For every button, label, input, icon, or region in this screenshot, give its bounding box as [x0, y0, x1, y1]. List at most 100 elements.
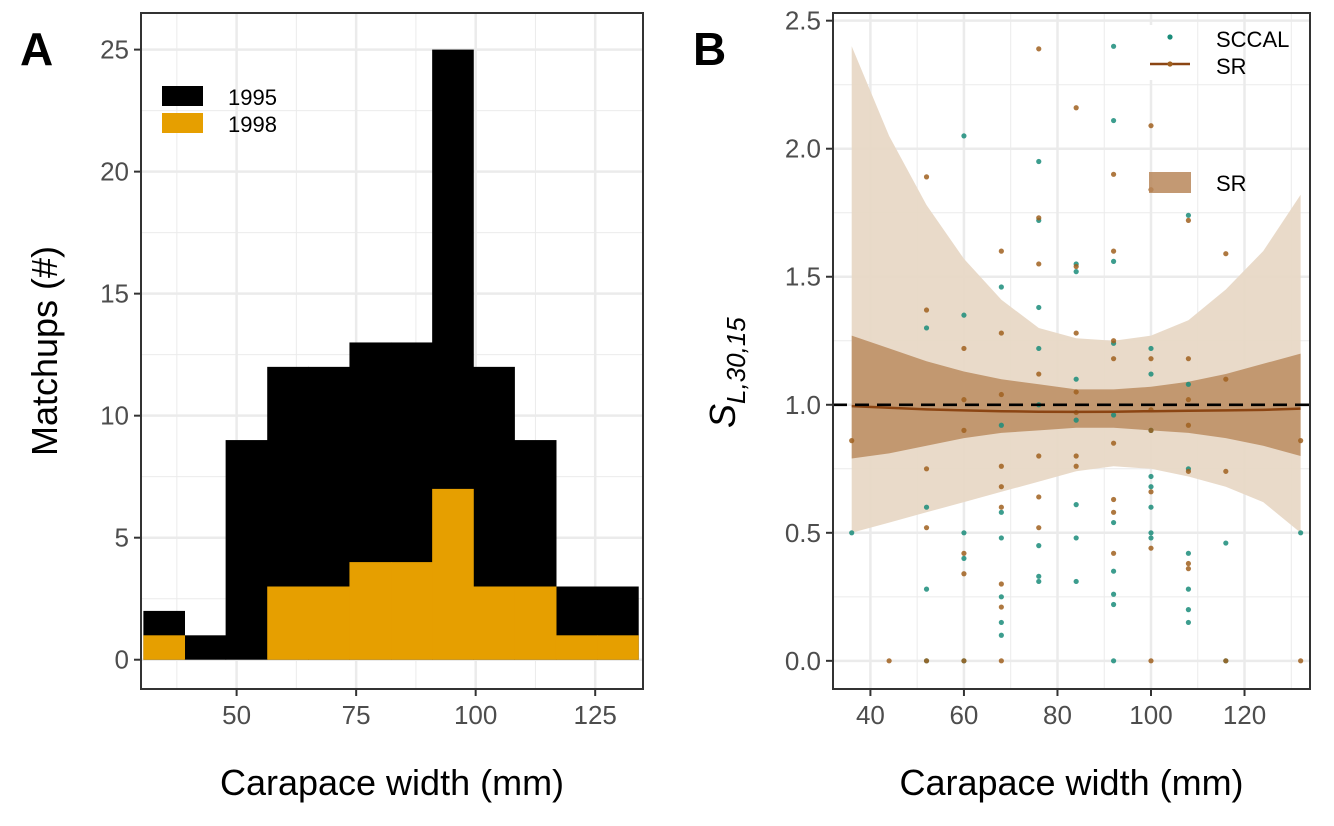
sr-point	[1110, 509, 1117, 515]
panel-b-y-tick-label: 0.0	[785, 646, 821, 676]
panel-b: 40 60 80 100 120 0.0 0.5 1.0 1.5 2.0 2.5 Carapace w…	[693, 6, 1311, 803]
sccal-point	[1110, 412, 1117, 418]
panel-b-x-tick-label: 60	[949, 700, 978, 730]
sr-point	[886, 658, 892, 664]
sr-point	[961, 550, 967, 556]
panel-a: 50 75 100 125 0 5 10 15 20 25 Carapace width (mm) M…	[20, 12, 644, 803]
sr-point	[1036, 371, 1042, 377]
sccal-point	[1073, 417, 1079, 423]
panel-a-y-tick-label: 15	[100, 279, 129, 309]
sccal-point	[1036, 578, 1042, 585]
sr-point	[923, 307, 930, 313]
panel-b-y-tick-label: 0.5	[785, 518, 821, 548]
sccal-point	[1110, 568, 1117, 574]
sccal-point	[1110, 591, 1117, 597]
panel-b-y-axis-title-subscript: L,30,15	[721, 317, 751, 404]
sr-point	[998, 330, 1004, 336]
sccal-point	[1036, 345, 1042, 352]
sccal-point	[1148, 535, 1154, 541]
sr-point	[1073, 453, 1079, 459]
sr-point	[1148, 427, 1154, 433]
bar-1998	[432, 488, 474, 660]
sccal-point	[961, 312, 967, 318]
sr-point	[998, 391, 1004, 398]
sr-point	[1073, 105, 1079, 111]
sr-point	[1185, 397, 1192, 403]
sr-point	[1110, 171, 1117, 177]
sr-fit-line	[851, 404, 1301, 414]
panel-b-y-axis-title-main: S	[702, 404, 743, 428]
legend-label-1998: 1998	[228, 112, 277, 137]
sr-point	[998, 463, 1004, 469]
sccal-point	[1110, 658, 1117, 664]
sr-point	[1148, 489, 1154, 495]
sr-point	[1185, 356, 1192, 362]
sr-point	[1110, 550, 1117, 556]
sccal-point	[1185, 607, 1192, 613]
sccal-point	[1185, 550, 1192, 556]
sr-point	[1298, 438, 1304, 444]
sccal-point	[1185, 212, 1192, 218]
sr-point	[1185, 422, 1192, 428]
sr-point	[1298, 658, 1304, 664]
panel-b-x-axis-title: Carapace width (mm)	[899, 762, 1243, 803]
sr-point	[1223, 468, 1229, 474]
legend-key-background	[1148, 25, 1193, 80]
sr-point	[998, 658, 1004, 664]
legend-label-sccal: SCCAL	[1216, 27, 1289, 52]
panel-a-y-axis-title: Matchups (#)	[24, 246, 65, 456]
sccal-point	[1110, 117, 1117, 124]
panel-a-y-tick-label: 20	[100, 157, 129, 187]
sr-point	[1185, 468, 1192, 474]
panel-a-y-tick-label: 5	[115, 523, 129, 553]
panel-b-x-tick-label: 40	[856, 700, 885, 730]
sccal-point	[1036, 304, 1042, 311]
sr-outer-ribbon	[851, 46, 1301, 533]
sr-point	[923, 174, 930, 180]
sr-point	[1110, 356, 1117, 362]
sccal-point	[1036, 543, 1042, 549]
panel-a-bars	[143, 49, 639, 660]
panel-b-x-tick-label: 100	[1129, 700, 1172, 730]
sccal-point	[1148, 504, 1154, 510]
sr-point	[1036, 215, 1042, 221]
sr-point	[1185, 217, 1192, 224]
bar-1998	[267, 586, 309, 660]
panel-b-x-tick-label: 120	[1223, 700, 1266, 730]
sccal-point	[1110, 258, 1117, 264]
sccal-point	[1148, 484, 1154, 490]
sccal-point	[1110, 43, 1117, 49]
sccal-point	[1073, 269, 1079, 275]
sccal-point	[961, 530, 967, 536]
sr-point	[1148, 123, 1154, 129]
panel-a-x-tick-label: 50	[222, 700, 251, 730]
sr-point	[849, 438, 855, 444]
bar-1998	[143, 635, 186, 660]
sccal-point	[1110, 601, 1117, 608]
sr-point	[1036, 453, 1042, 459]
sr-point	[961, 427, 967, 433]
sccal-point	[1148, 345, 1154, 352]
sccal-point	[998, 619, 1004, 626]
legend-label-1995: 1995	[228, 85, 277, 110]
panel-a-x-tick-label: 75	[342, 700, 371, 730]
sr-point	[1110, 248, 1117, 254]
sccal-point	[923, 504, 930, 510]
legend-swatch-1995	[162, 86, 203, 106]
sr-point	[1036, 46, 1042, 52]
legend-key-sccal	[1167, 34, 1173, 40]
sr-point	[923, 525, 930, 531]
bar-1995	[184, 635, 227, 660]
sccal-point	[1185, 619, 1192, 626]
bar-1998	[349, 562, 392, 660]
sccal-point	[1223, 540, 1229, 546]
panel-a-border	[140, 12, 644, 690]
sccal-point	[1110, 519, 1117, 526]
sccal-point	[998, 284, 1004, 290]
sccal-point	[961, 555, 967, 562]
sr-point	[998, 604, 1004, 610]
sccal-point	[998, 535, 1004, 541]
sr-point	[923, 466, 930, 472]
bar-1998	[514, 586, 557, 660]
sccal-point	[1148, 530, 1154, 536]
